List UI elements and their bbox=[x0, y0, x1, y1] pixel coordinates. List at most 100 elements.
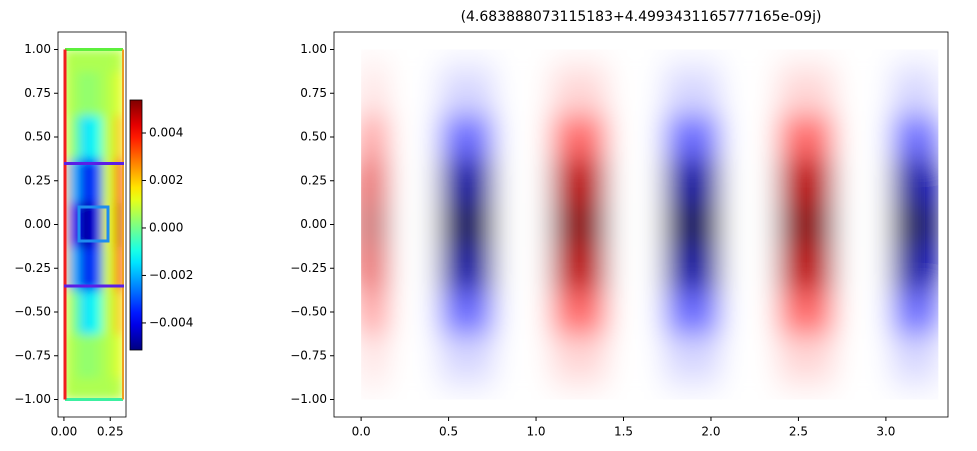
heat-cell bbox=[607, 202, 666, 247]
heat-cell bbox=[551, 289, 609, 335]
heat-cell bbox=[494, 49, 553, 72]
heat-cell bbox=[439, 158, 496, 204]
y-tick-label: −0.75 bbox=[290, 348, 327, 362]
y-tick-label: 0.00 bbox=[24, 217, 51, 231]
heat-cell bbox=[494, 377, 553, 400]
heat-cell bbox=[63, 202, 70, 247]
heat-cell bbox=[361, 202, 388, 247]
heat-cell bbox=[551, 202, 609, 247]
heat-cell bbox=[664, 114, 722, 160]
y-tick-label: −0.25 bbox=[14, 261, 51, 275]
heat-cell bbox=[551, 158, 609, 204]
x-tick-label: 3.0 bbox=[876, 425, 895, 439]
heatmap-area bbox=[63, 49, 124, 400]
heat-cell bbox=[63, 70, 70, 116]
heat-cell bbox=[91, 289, 104, 335]
heat-cell bbox=[720, 377, 779, 400]
boundary-shape bbox=[77, 205, 110, 243]
heat-cell bbox=[115, 333, 124, 379]
heat-cell bbox=[63, 114, 70, 160]
heat-cell bbox=[91, 333, 104, 379]
heat-cell bbox=[494, 202, 553, 247]
heat-cell bbox=[607, 70, 666, 116]
heat-cell bbox=[891, 158, 931, 204]
heat-cell bbox=[68, 289, 82, 335]
heat-cell bbox=[777, 70, 836, 116]
x-tick-label: 0.0 bbox=[352, 425, 371, 439]
heat-cell bbox=[891, 70, 931, 116]
heat-cell bbox=[607, 289, 666, 335]
heat-cell bbox=[777, 289, 836, 335]
heat-cell bbox=[63, 245, 70, 291]
heat-cell bbox=[891, 245, 931, 291]
heat-cell bbox=[777, 114, 836, 160]
heat-cell bbox=[115, 202, 124, 247]
heat-cell bbox=[664, 333, 722, 379]
heat-cell bbox=[361, 158, 388, 204]
heat-cell bbox=[63, 289, 70, 335]
heat-cell bbox=[80, 158, 93, 204]
heat-cell bbox=[777, 245, 836, 291]
heat-cell bbox=[929, 49, 939, 72]
heat-cell bbox=[102, 333, 117, 379]
heat-cell bbox=[80, 333, 93, 379]
heat-cell bbox=[607, 158, 666, 204]
heat-cell bbox=[777, 333, 836, 379]
y-tick-label: 0.25 bbox=[300, 173, 327, 187]
heat-cell bbox=[664, 289, 722, 335]
heat-cell bbox=[720, 202, 779, 247]
y-tick-label: −0.75 bbox=[14, 348, 51, 362]
heat-cell bbox=[386, 202, 441, 247]
colorbar-tick-label: 0.004 bbox=[149, 126, 183, 140]
heat-cell bbox=[68, 158, 82, 204]
y-tick-label: 0.25 bbox=[24, 173, 51, 187]
heatmap-area bbox=[361, 49, 939, 400]
heat-cell bbox=[551, 333, 609, 379]
colorbar-tick-label: −0.002 bbox=[149, 268, 193, 282]
heat-cell bbox=[720, 49, 779, 72]
heat-cell bbox=[720, 289, 779, 335]
heat-cell bbox=[386, 245, 441, 291]
heat-cell bbox=[102, 289, 117, 335]
heat-cell bbox=[494, 333, 553, 379]
heat-cell bbox=[891, 333, 931, 379]
heat-cell bbox=[664, 245, 722, 291]
heatmap-cells bbox=[361, 49, 939, 400]
heat-cell bbox=[891, 114, 931, 160]
heat-cell bbox=[834, 158, 893, 204]
heat-cell bbox=[361, 377, 388, 400]
heat-cell bbox=[91, 245, 104, 291]
heat-cell bbox=[102, 70, 117, 116]
y-tick-label: 0.75 bbox=[24, 86, 51, 100]
heat-cell bbox=[63, 377, 70, 400]
heat-cell bbox=[361, 114, 388, 160]
heat-cell bbox=[439, 114, 496, 160]
heat-cell bbox=[494, 158, 553, 204]
heat-cell bbox=[91, 114, 104, 160]
heat-cell bbox=[439, 70, 496, 116]
heatmap-cells bbox=[63, 49, 124, 400]
heat-cell bbox=[777, 49, 836, 72]
heat-cell bbox=[607, 377, 666, 400]
heat-cell bbox=[91, 49, 104, 72]
heat-cell bbox=[494, 289, 553, 335]
y-tick-label: 0.50 bbox=[24, 130, 51, 144]
heat-cell bbox=[361, 245, 388, 291]
heat-cell bbox=[80, 114, 93, 160]
heat-cell bbox=[80, 245, 93, 291]
heat-cell bbox=[80, 70, 93, 116]
heat-cell bbox=[720, 333, 779, 379]
heat-cell bbox=[102, 245, 117, 291]
heat-cell bbox=[929, 377, 939, 400]
heat-cell bbox=[607, 333, 666, 379]
heat-cell bbox=[664, 49, 722, 72]
heat-cell bbox=[834, 289, 893, 335]
heat-cell bbox=[551, 49, 609, 72]
heat-cell bbox=[929, 245, 939, 291]
heat-cell bbox=[551, 245, 609, 291]
x-tick-label: 2.0 bbox=[701, 425, 720, 439]
heat-cell bbox=[929, 202, 939, 247]
heat-cell bbox=[929, 333, 939, 379]
heat-cell bbox=[386, 158, 441, 204]
y-tick-label: −0.50 bbox=[290, 305, 327, 319]
